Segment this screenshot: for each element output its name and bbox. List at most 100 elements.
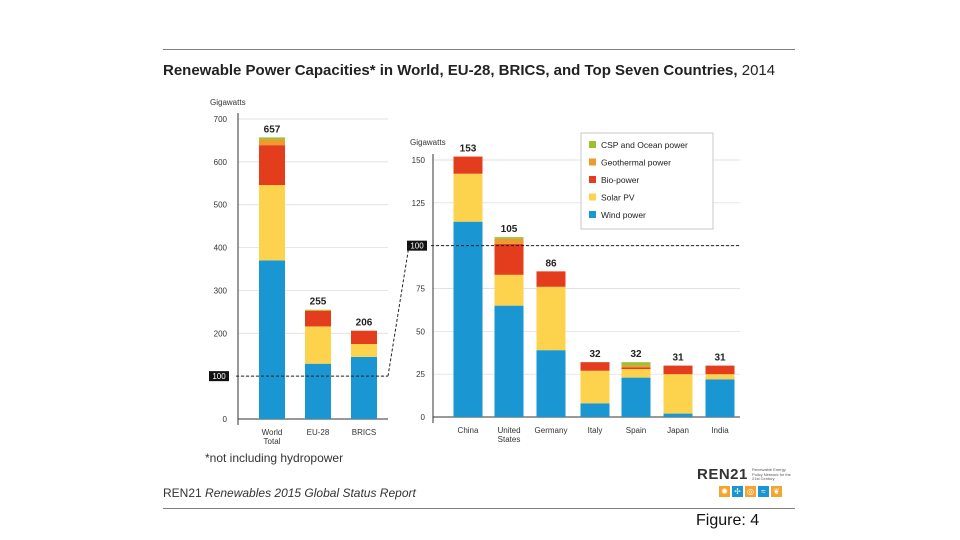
logo-tagline: Renewable Energy Policy Network for the … bbox=[752, 467, 791, 481]
y-axis-label: Gigawatts bbox=[210, 98, 246, 107]
bar-total-label: 206 bbox=[356, 318, 373, 329]
bar-segment-wind-power bbox=[536, 350, 566, 417]
legend-entry: Wind power bbox=[601, 210, 646, 220]
chart-title-main: Renewable Power Capacities* in World, EU… bbox=[163, 62, 738, 79]
bar-segment-bio-power bbox=[259, 145, 285, 185]
x-tick-label: Germany bbox=[535, 426, 568, 435]
bar-segment-wind-power bbox=[663, 413, 693, 417]
footnote: *not including hydropower bbox=[205, 451, 344, 465]
y-tick-label: 125 bbox=[412, 199, 426, 208]
legend-entry: Solar PV bbox=[601, 193, 635, 203]
y-tick-label: 25 bbox=[416, 370, 425, 379]
bar-segment-bio-power bbox=[494, 243, 524, 275]
bar-segment-csp-and-ocean-power bbox=[494, 237, 524, 239]
bar-segment-bio-power bbox=[705, 365, 735, 375]
y-tick-label: 100 bbox=[410, 242, 424, 251]
bar-segment-wind-power bbox=[580, 403, 610, 417]
bar-segment-wind-power bbox=[705, 379, 735, 417]
bar-segment-solar-pv bbox=[494, 274, 524, 306]
bar-segment-geothermal-power bbox=[621, 365, 651, 368]
bar-segment-solar-pv bbox=[580, 370, 610, 404]
bar-segment-csp-and-ocean-power bbox=[259, 137, 285, 140]
y-tick-label: 500 bbox=[214, 201, 228, 210]
y-axis-label: Gigawatts bbox=[410, 138, 446, 147]
legend-entry: Geothermal power bbox=[601, 158, 671, 168]
y-tick-label: 600 bbox=[214, 158, 228, 167]
bar-segment-solar-pv bbox=[663, 374, 693, 414]
bar-segment-bio-power bbox=[351, 330, 377, 344]
bar-total-label: 31 bbox=[672, 353, 684, 364]
legend-swatch bbox=[589, 193, 596, 201]
legend-swatch bbox=[589, 176, 596, 183]
x-tick-label: BRICS bbox=[352, 428, 376, 437]
bar-segment-wind-power bbox=[494, 305, 524, 417]
bar-segment-wind-power bbox=[351, 356, 377, 419]
top-rule bbox=[163, 49, 795, 50]
bar-total-label: 32 bbox=[589, 349, 601, 360]
bar-segment-solar-pv bbox=[536, 286, 566, 351]
legend-entry: Bio-power bbox=[601, 175, 639, 185]
sun-icon: ✺ bbox=[719, 486, 730, 497]
bar-segment-wind-power bbox=[453, 221, 483, 417]
y-tick-label: 400 bbox=[214, 244, 228, 253]
bar-total-label: 255 bbox=[310, 297, 327, 308]
x-tick-label: Spain bbox=[626, 426, 646, 435]
bar-total-label: 153 bbox=[460, 144, 477, 155]
source-report: Renewables 2015 Global Status Report bbox=[205, 486, 416, 500]
reference-badge bbox=[407, 240, 427, 251]
x-tick-label: States bbox=[498, 435, 521, 444]
bar-segment-bio-power bbox=[580, 362, 610, 371]
legend-swatch bbox=[589, 158, 596, 166]
water-icon: ≈ bbox=[758, 486, 769, 497]
y-tick-label: 100 bbox=[212, 372, 226, 381]
y-tick-label: 0 bbox=[421, 413, 426, 422]
bar-segment-solar-pv bbox=[453, 173, 483, 222]
x-tick-label: Italy bbox=[588, 426, 603, 435]
bar-segment-solar-pv bbox=[305, 326, 331, 364]
x-tick-label: Japan bbox=[667, 426, 689, 435]
bar-segment-geothermal-power bbox=[494, 238, 524, 244]
source-org: REN21 bbox=[163, 486, 202, 500]
x-tick-label: China bbox=[458, 426, 479, 435]
solar-icon: ◎ bbox=[745, 486, 756, 497]
legend-entry: CSP and Ocean power bbox=[601, 140, 688, 150]
bar-segment-wind-power bbox=[621, 377, 651, 417]
bar-segment-bio-power bbox=[621, 367, 651, 370]
logo-icon-row: ✺ ✢ ◎ ≈ ❦ bbox=[719, 486, 782, 497]
bar-segment-solar-pv bbox=[621, 369, 651, 378]
zoom-connector-line bbox=[387, 245, 410, 377]
bar-segment-bio-power bbox=[663, 365, 693, 375]
figure-label: Figure: 4 bbox=[696, 512, 760, 529]
bottom-rule bbox=[163, 508, 795, 509]
logo-name: REN21 bbox=[697, 466, 748, 483]
y-tick-label: 200 bbox=[214, 329, 228, 338]
bar-segment-csp-and-ocean-power bbox=[621, 362, 651, 366]
x-tick-label: India bbox=[711, 426, 729, 435]
y-tick-label: 0 bbox=[223, 415, 228, 424]
bar-segment-csp-and-ocean-power bbox=[305, 309, 331, 311]
bar-segment-solar-pv bbox=[351, 344, 377, 357]
ren21-logo: REN21 Renewable Energy Policy Network fo… bbox=[697, 466, 797, 500]
x-tick-label: EU-28 bbox=[307, 428, 330, 437]
x-tick-label: Total bbox=[264, 437, 281, 446]
bar-segment-geothermal-power bbox=[259, 139, 285, 146]
bar-total-label: 86 bbox=[545, 258, 557, 269]
bar-total-label: 31 bbox=[714, 353, 726, 364]
bar-segment-bio-power bbox=[536, 271, 566, 287]
bar-segment-wind-power bbox=[259, 260, 285, 419]
x-tick-label: World bbox=[262, 428, 283, 437]
bar-total-label: 105 bbox=[501, 224, 518, 235]
bar-segment-solar-pv bbox=[705, 374, 735, 380]
bar-segment-wind-power bbox=[305, 363, 331, 419]
y-tick-label: 75 bbox=[416, 285, 425, 294]
wind-icon: ✢ bbox=[732, 486, 743, 497]
chart-title-year: 2014 bbox=[741, 62, 776, 79]
bar-segment-solar-pv bbox=[259, 185, 285, 261]
legend-box bbox=[580, 132, 714, 230]
reference-badge bbox=[209, 371, 229, 382]
y-tick-label: 700 bbox=[214, 115, 228, 124]
source-citation: REN21 Renewables 2015 Global Status Repo… bbox=[163, 486, 416, 500]
leaf-icon: ❦ bbox=[771, 486, 782, 497]
bar-total-label: 32 bbox=[630, 349, 642, 360]
